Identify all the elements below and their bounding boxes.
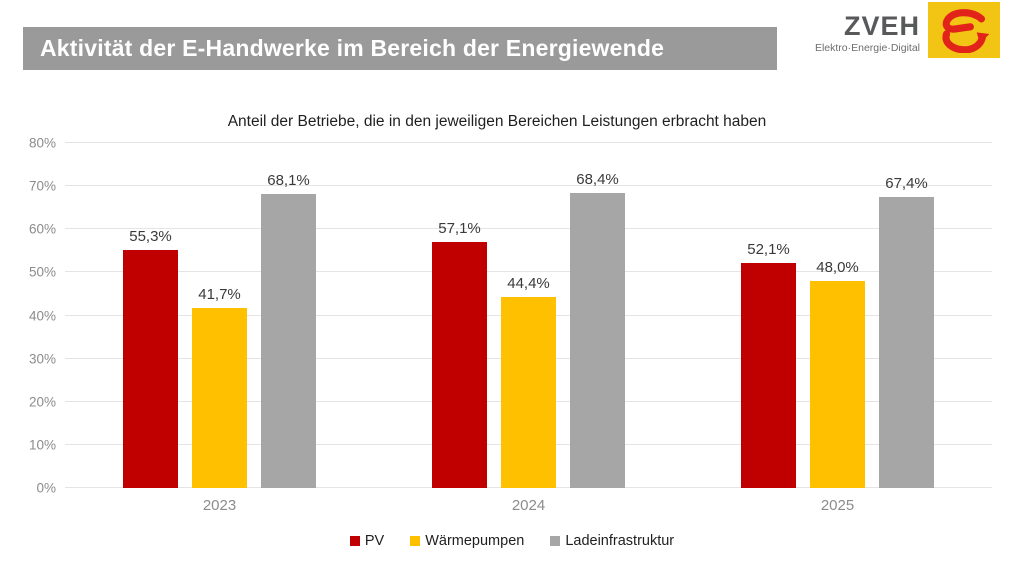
chart-legend: PV Wärmepumpen Ladeinfrastruktur — [0, 533, 1024, 549]
zveh-logo-icon — [928, 2, 1000, 58]
bar-value-label: 68,1% — [267, 172, 310, 190]
category-group-2024: 57,1% 44,4% 68,4% 2024 — [374, 143, 683, 514]
bar-value-label: 57,1% — [438, 219, 481, 237]
bar-value-label: 52,1% — [747, 241, 790, 259]
bar-w-rmepumpen-2024: 44,4% — [501, 275, 556, 488]
bar-w-rmepumpen-2025: 48,0% — [810, 259, 865, 488]
y-axis-tick-label: 50% — [28, 264, 56, 280]
bar-value-label: 55,3% — [129, 227, 172, 245]
bar-pv-2024: 57,1% — [432, 220, 487, 488]
x-axis-label: 2023 — [202, 497, 237, 514]
zveh-tagline: Elektro·Energie·Digital — [814, 42, 920, 54]
zveh-wordmark: ZVEH — [843, 11, 920, 41]
bar-value-label: 44,4% — [507, 274, 550, 292]
y-axis-tick-label: 80% — [28, 135, 56, 151]
zveh-logo: ZVEH Elektro·Energie·Digital — [815, 2, 1000, 58]
category-group-2025: 52,1% 48,0% 67,4% 2025 — [683, 143, 992, 514]
legend-label: Ladeinfrastruktur — [565, 533, 675, 549]
bar-ladeinfrastruktur-2024: 68,4% — [570, 171, 625, 488]
x-axis-label: 2025 — [820, 497, 855, 514]
gridline — [65, 228, 992, 230]
legend-item-w-rmepumpen: Wärmepumpen — [410, 533, 524, 549]
y-axis-tick-label: 30% — [28, 351, 56, 367]
legend-swatch-icon — [349, 536, 360, 546]
bar-ladeinfrastruktur-2023: 68,1% — [261, 172, 316, 488]
legend-label: PV — [364, 533, 385, 549]
category-group-2023: 55,3% 41,7% 68,1% 2023 — [65, 143, 374, 514]
y-axis-tick-label: 60% — [28, 221, 56, 237]
y-axis-tick-label: 10% — [28, 437, 56, 453]
bar-ladeinfrastruktur-2025: 67,4% — [879, 175, 934, 488]
legend-label: Wärmepumpen — [425, 533, 525, 549]
x-axis-label: 2024 — [511, 497, 546, 514]
y-axis-tick-label: 40% — [28, 308, 56, 323]
gridline — [65, 142, 992, 143]
bar-group: 52,1% 48,0% 67,4% — [741, 143, 934, 488]
legend-swatch-icon — [410, 536, 421, 546]
gridline — [65, 271, 992, 273]
bar-pv-2023: 55,3% — [123, 228, 178, 488]
legend-item-pv: PV — [349, 533, 385, 549]
zveh-logo-text: ZVEH Elektro·Energie·Digital — [815, 13, 920, 58]
bar-value-label: 68,4% — [576, 171, 619, 189]
bar-value-label: 41,7% — [198, 286, 241, 304]
chart-title: Anteil der Betriebe, die in den jeweilig… — [227, 113, 767, 130]
bar-chart: 0% 10% 20% 30% 40% 50% 60% 70% 80% 55,3% 41,7% 68,1… — [29, 136, 992, 514]
plot-area: 55,3% 41,7% 68,1% 2023 57,1% 44,4% 68,4% 2024 52… — [65, 143, 992, 514]
legend-item-ladeinfrastruktur: Ladeinfrastruktur — [550, 533, 674, 549]
y-axis-tick-label: 0% — [36, 480, 56, 496]
y-axis-tick-label: 20% — [28, 394, 56, 410]
y-axis-tick-label: 70% — [28, 178, 56, 194]
legend-swatch-icon — [550, 536, 561, 546]
gridline — [65, 185, 992, 187]
page-title: Aktivität der E-Handwerke im Bereich der… — [23, 27, 777, 70]
bar-pv-2025: 52,1% — [741, 241, 796, 488]
bar-value-label: 67,4% — [885, 175, 928, 193]
bar-value-label: 48,0% — [816, 259, 859, 276]
bar-group: 55,3% 41,7% 68,1% — [123, 143, 316, 488]
bar-w-rmepumpen-2023: 41,7% — [192, 286, 247, 488]
bar-group: 57,1% 44,4% 68,4% — [432, 143, 625, 488]
